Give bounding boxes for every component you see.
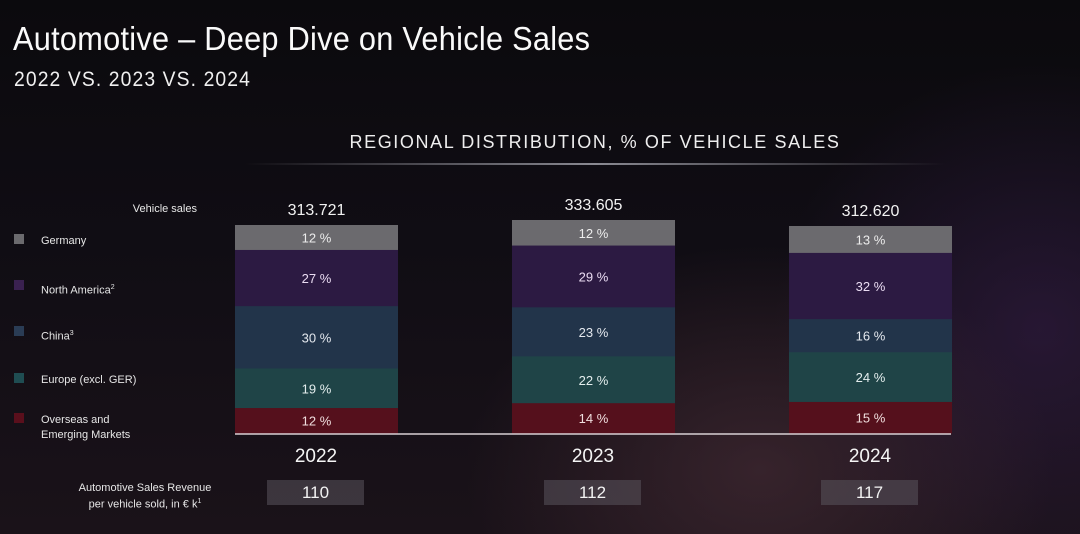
page-subtitle: 2022 VS. 2023 VS. 2024 — [14, 68, 251, 91]
legend-item-china: China3 — [14, 326, 74, 345]
legend-label: Germany — [41, 235, 87, 247]
data-label: 24 % — [856, 370, 886, 385]
legend-label: Overseas and Emerging Markets — [41, 414, 131, 441]
data-label: 19 % — [302, 381, 332, 396]
bar-segment-2023-china — [512, 307, 675, 357]
bar-segment-2024-europe-excl-ger — [789, 352, 952, 403]
data-label: 13 % — [856, 232, 886, 247]
revenue-value-2023: 112 — [544, 480, 641, 505]
revenue-value-2024: 117 — [821, 480, 918, 505]
bar-segment-2024-china — [789, 319, 952, 353]
legend-swatch-germany — [14, 234, 24, 244]
bar-segment-2022-europe-excl-ger — [235, 368, 398, 409]
bar-segment-2023-germany — [512, 220, 675, 247]
data-label: 30 % — [302, 330, 332, 345]
data-label: 23 % — [579, 325, 609, 340]
bar-segment-2022-china — [235, 306, 398, 370]
data-label: 12 % — [302, 230, 332, 245]
page-title: Automotive – Deep Dive on Vehicle Sales — [13, 20, 591, 57]
data-label: 22 % — [579, 373, 609, 388]
data-label: 29 % — [579, 269, 609, 284]
vehicle-sales-total-2024: 312.620 — [842, 203, 900, 220]
bar-segment-2023-overseas-and-emerging-markets — [512, 403, 675, 434]
bar-segment-2024-north-america — [789, 252, 952, 320]
bar-segment-2024-overseas-and-emerging-markets — [789, 401, 952, 434]
legend-swatch-north-america — [14, 280, 24, 290]
vehicle-sales-total-2022: 313.721 — [288, 202, 346, 219]
legend-swatch-china — [14, 326, 24, 336]
data-label: 16 % — [856, 329, 886, 344]
bar-segment-2023-north-america — [512, 245, 675, 308]
legend-swatch-overseas — [14, 413, 24, 423]
revenue-per-vehicle-label: Automotive Sales Revenue per vehicle sold… — [78, 482, 212, 511]
vehicle-sales-total-2023: 333.605 — [565, 197, 623, 214]
x-tick-label-2023: 2023 — [571, 446, 615, 467]
data-label: 15 % — [856, 410, 886, 425]
legend-item-overseas: Overseas and Emerging Markets — [14, 413, 130, 443]
bar-segment-2022-north-america — [235, 249, 398, 307]
legend-item-germany: Germany — [14, 234, 86, 249]
data-label: 12 % — [579, 226, 609, 241]
bar-segment-2022-overseas-and-emerging-markets — [235, 408, 398, 434]
legend-item-europe: Europe (excl. GER) — [14, 373, 136, 388]
chart-title-divider — [245, 163, 945, 165]
legend-label: Europe (excl. GER) — [41, 374, 137, 386]
bar-segment-2022-germany — [235, 225, 398, 251]
revenue-value-2022: 110 — [267, 480, 364, 505]
x-tick-label-2024: 2024 — [848, 446, 892, 467]
bar-segment-2024-germany — [789, 226, 952, 254]
legend-swatch-europe — [14, 373, 24, 383]
legend-item-north-america: North America2 — [14, 280, 115, 299]
data-label: 32 % — [856, 279, 886, 294]
bar-segment-2023-europe-excl-ger — [512, 356, 675, 404]
data-label: 27 % — [302, 271, 332, 286]
legend-label: North America2 — [41, 284, 115, 297]
legend-label: China3 — [41, 330, 74, 343]
vehicle-sales-label: Vehicle sales — [132, 203, 197, 215]
chart-title: REGIONAL DISTRIBUTION, % OF VEHICLE SALE… — [349, 132, 841, 152]
x-tick-label-2022: 2022 — [294, 446, 338, 467]
data-label: 12 % — [302, 414, 332, 429]
data-label: 14 % — [579, 411, 609, 426]
